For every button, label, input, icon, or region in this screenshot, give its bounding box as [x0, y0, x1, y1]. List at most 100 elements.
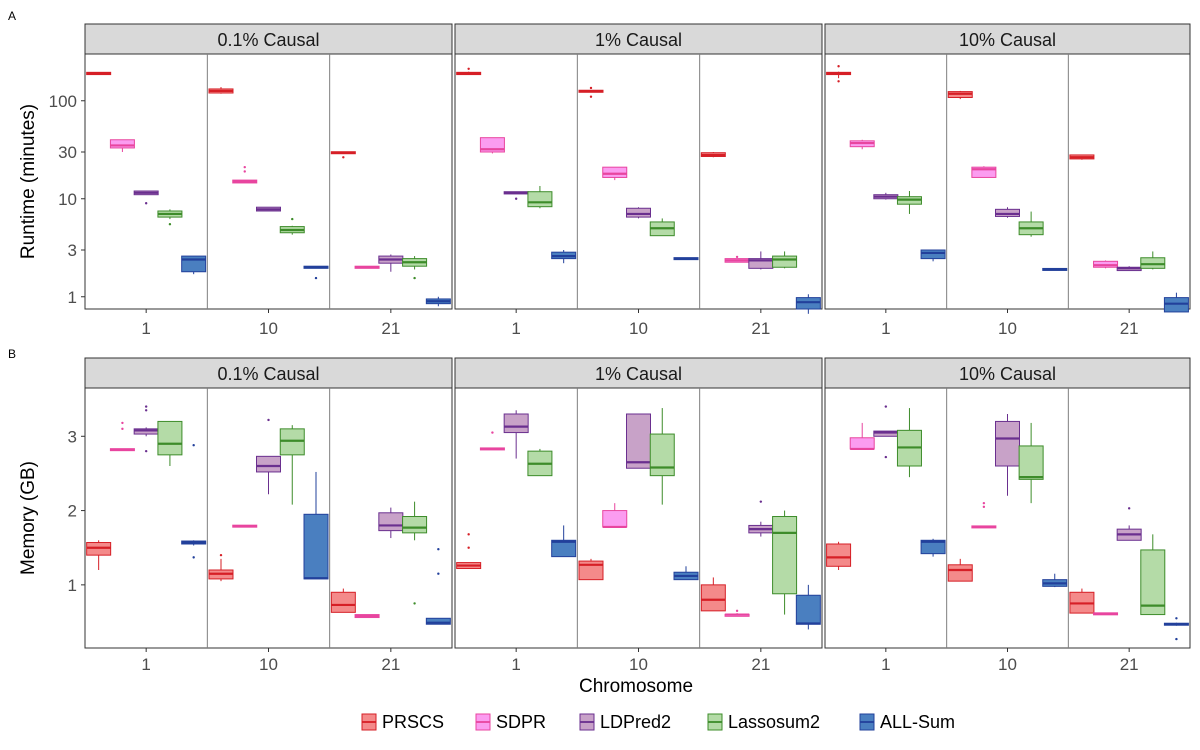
box-outlier [467, 533, 470, 536]
box-outlier [884, 455, 888, 459]
box-prscs-chr21 [1069, 588, 1095, 614]
box-outlier [589, 95, 593, 98]
box-lassosum2-chr21 [402, 256, 428, 280]
facet-strip [84, 23, 453, 55]
box-prscs-chr21 [1069, 154, 1095, 160]
box-prscs-chr10 [947, 558, 973, 582]
box-iqr [795, 297, 821, 310]
box-ldpred2-chr21 [378, 507, 404, 539]
box-iqr [772, 516, 798, 595]
box-allsum-chr21 [1163, 292, 1189, 313]
box-iqr [795, 594, 821, 625]
box-outlier [192, 556, 195, 559]
box-lassosum2-chr21 [1140, 251, 1166, 270]
box-iqr [700, 584, 726, 612]
x-tick-label: 21 [381, 319, 400, 338]
facet-strip-label: 10% Causal [959, 30, 1056, 50]
facet-strip-label: 1% Causal [595, 364, 682, 384]
box-iqr [649, 433, 675, 477]
box-iqr [527, 191, 553, 208]
box-iqr [971, 166, 997, 178]
facet-strip [84, 357, 453, 389]
facet-panel [84, 53, 453, 310]
facet-1: 0.1% Causal 1 10 21 [84, 23, 453, 338]
box-outlier [735, 609, 739, 613]
y-tick-label: 1 [68, 576, 77, 595]
box-outlier [467, 546, 470, 549]
box-outlier [267, 418, 270, 422]
x-tick-label: 10 [259, 319, 278, 338]
box-ldpred2-chr1 [133, 190, 159, 205]
box-lassosum2-chr10 [1018, 422, 1044, 504]
box-iqr [626, 207, 651, 218]
box-outlier [437, 572, 440, 575]
box-outlier [144, 405, 148, 408]
box-allsum-chr1 [920, 538, 946, 557]
box-sdpr-chr1 [849, 422, 875, 451]
box-outlier [437, 548, 440, 551]
y-tick-label: 2 [68, 502, 77, 521]
box-iqr [1140, 257, 1166, 269]
box-iqr [551, 539, 577, 558]
box-ldpred2-chr10 [256, 418, 281, 495]
y-tick-label: 10 [58, 190, 77, 209]
box-outlier [491, 431, 494, 434]
legend-label: PRSCS [382, 712, 444, 732]
box-sdpr-chr10 [602, 166, 628, 181]
facet-1: 0.1% Causal 1 10 21 [84, 357, 453, 674]
box-sdpr-chr10 [232, 165, 258, 184]
box-ldpred2-chr10 [626, 413, 651, 469]
y-tick-label: 3 [68, 427, 77, 446]
facet-strip-label: 1% Causal [595, 30, 682, 50]
box-outlier [144, 449, 148, 453]
box-lassosum2-chr10 [649, 218, 675, 237]
legend-item-sdpr: SDPR [475, 712, 546, 732]
y-tick-label: 1 [68, 288, 77, 307]
box-sdpr-chr21 [354, 614, 380, 619]
box-iqr [378, 512, 404, 532]
box-iqr [157, 420, 183, 456]
box-iqr [503, 413, 529, 434]
box-outlier [121, 421, 124, 425]
panel-tag: B [8, 347, 16, 361]
box-sdpr-chr10 [602, 503, 628, 529]
legend: PRSCS SDPR LDPred2 Lassosum2 ALL-Sum [361, 712, 955, 732]
box-lassosum2-chr10 [1018, 211, 1044, 237]
box-sdpr-chr1 [479, 431, 505, 451]
box-allsum-chr10 [673, 566, 699, 581]
box-lassosum2-chr21 [772, 251, 798, 269]
box-prscs-chr1 [456, 533, 482, 570]
box-ldpred2-chr10 [626, 207, 651, 219]
box-outlier [1175, 637, 1178, 641]
box-prscs-chr10 [208, 87, 234, 94]
box-lassosum2-chr1 [527, 448, 553, 477]
x-tick-label: 1 [141, 319, 150, 338]
box-iqr [109, 139, 135, 149]
box-prscs-chr1 [456, 67, 482, 76]
box-allsum-chr10 [1042, 267, 1068, 271]
x-axis-title: Chromosome [579, 676, 693, 697]
box-allsum-chr1 [551, 249, 577, 264]
box-allsum-chr21 [795, 294, 821, 314]
box-allsum-chr21 [425, 548, 451, 625]
box-lassosum2-chr10 [649, 408, 675, 505]
box-iqr [826, 543, 852, 567]
box-sdpr-chr1 [849, 139, 875, 150]
box-sdpr-chr10 [971, 501, 997, 529]
legend-item-lassosum2: Lassosum2 [707, 712, 820, 732]
box-outlier [837, 65, 840, 68]
x-tick-label: 10 [629, 319, 648, 338]
box-prscs-chr1 [826, 541, 852, 570]
box-iqr [772, 255, 798, 268]
box-allsum-chr10 [303, 471, 329, 580]
box-sdpr-chr10 [232, 524, 258, 528]
box-outlier [735, 255, 739, 259]
box-lassosum2-chr1 [157, 420, 183, 466]
box-sdpr-chr21 [1093, 260, 1119, 269]
box-ldpred2-chr1 [133, 405, 159, 453]
box-outlier [514, 197, 518, 200]
box-ldpred2-chr21 [1116, 507, 1142, 541]
box-outlier [192, 444, 195, 447]
